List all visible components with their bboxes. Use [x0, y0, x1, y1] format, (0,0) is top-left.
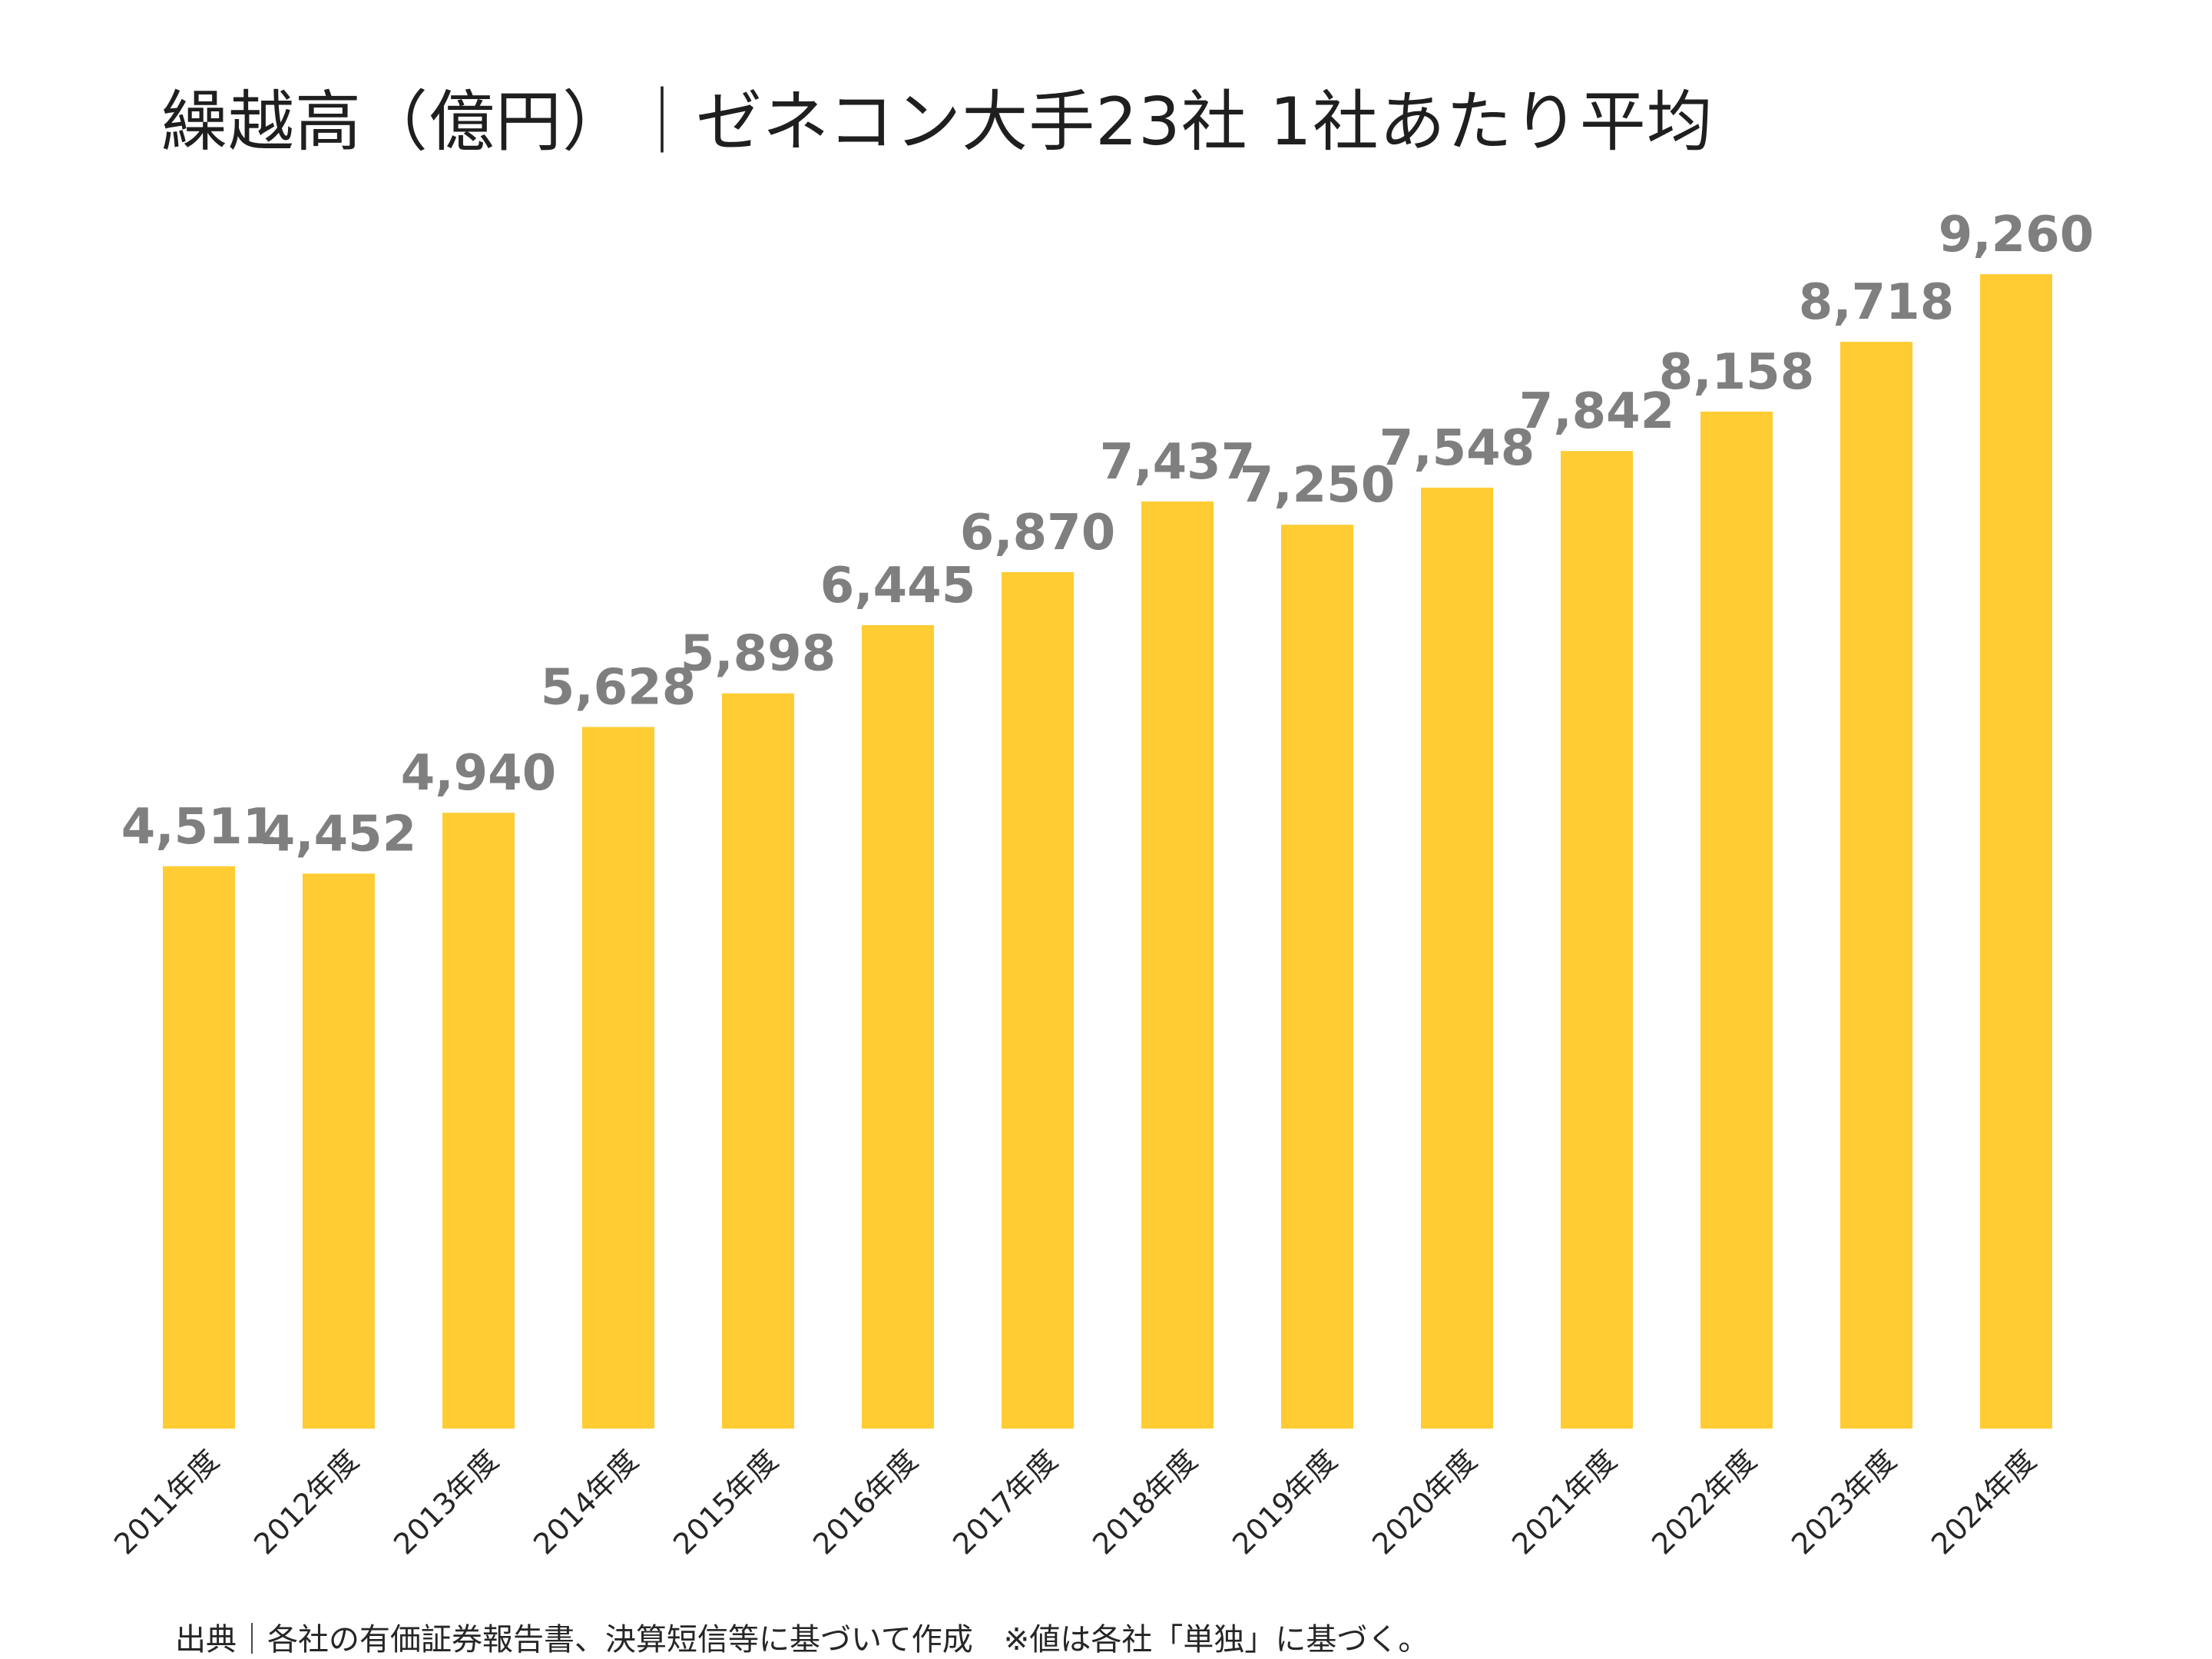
value-label-10: 7,842: [1519, 383, 1674, 440]
source-note: 出典｜各社の有価証券報告書、決算短信等に基づいて作成 ※値は各社「単独」に基づく…: [175, 1622, 1429, 1657]
x-tick-label-9: 2020年度: [1366, 1443, 1483, 1561]
value-label-3: 5,628: [541, 660, 696, 717]
value-label-4: 5,898: [680, 626, 836, 683]
bar-11: [1700, 411, 1773, 1429]
value-label-5: 6,445: [820, 558, 975, 614]
bar-8: [1281, 525, 1353, 1429]
bar-3: [582, 727, 654, 1429]
bar-4: [722, 693, 794, 1429]
bar-2: [442, 813, 515, 1429]
bar-1: [303, 873, 375, 1429]
bar-6: [1002, 571, 1074, 1429]
x-tick-label-5: 2016年度: [806, 1443, 924, 1561]
bar-7: [1141, 501, 1214, 1429]
bar-13: [1980, 274, 2052, 1429]
bars-layer: [163, 274, 2052, 1429]
value-label-9: 7,548: [1379, 420, 1535, 477]
value-label-11: 8,158: [1659, 344, 1814, 401]
x-tick-label-1: 2012年度: [247, 1443, 365, 1561]
bar-9: [1421, 487, 1493, 1429]
x-tick-label-4: 2015年度: [667, 1443, 784, 1561]
bar-0: [163, 866, 235, 1429]
value-label-0: 4,511: [121, 799, 276, 856]
x-tick-label-7: 2018年度: [1086, 1443, 1204, 1561]
value-label-2: 4,940: [401, 745, 556, 802]
x-tick-label-12: 2023年度: [1785, 1443, 1902, 1561]
x-tick-label-10: 2021年度: [1505, 1443, 1623, 1561]
value-label-1: 4,452: [261, 806, 416, 863]
x-axis-tick-labels: 2011年度 2012年度 2013年度 2014年度 2015年度 2016年度 2017…: [108, 1443, 2042, 1561]
x-tick-label-11: 2022年度: [1645, 1443, 1763, 1561]
value-label-8: 7,250: [1240, 457, 1395, 514]
x-tick-label-2: 2013年度: [387, 1443, 505, 1561]
value-label-12: 8,718: [1799, 274, 1954, 331]
chart-title: 繰越高（億円）｜ゼネコン大手23社 1社あたり平均: [161, 84, 1714, 161]
bar-10: [1561, 451, 1633, 1429]
x-tick-label-8: 2019年度: [1226, 1443, 1343, 1561]
x-tick-label-6: 2017年度: [946, 1443, 1064, 1561]
value-label-6: 6,870: [960, 505, 1115, 561]
x-tick-label-0: 2011年度: [108, 1443, 225, 1561]
x-tick-label-13: 2024年度: [1925, 1443, 2042, 1561]
value-label-13: 9,260: [1939, 207, 2094, 263]
value-label-7: 7,437: [1100, 434, 1255, 491]
x-tick-label-3: 2014年度: [527, 1443, 644, 1561]
bar-5: [862, 624, 934, 1429]
bar-12: [1840, 342, 1912, 1429]
